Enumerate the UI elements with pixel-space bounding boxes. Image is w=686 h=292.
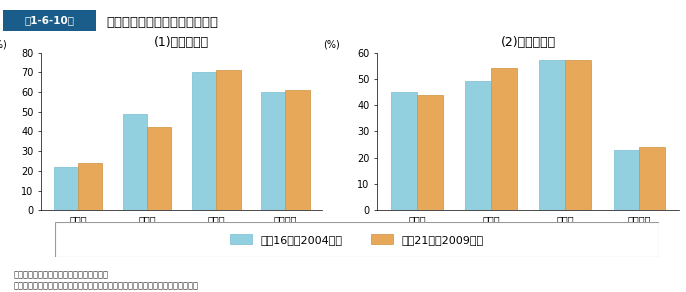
Text: 終業後のクラブ活動や塾の状況: 終業後のクラブ活動や塾の状況 <box>106 16 218 29</box>
Bar <box>391 92 417 210</box>
Bar <box>491 68 517 210</box>
Text: (%): (%) <box>323 39 340 49</box>
Bar <box>54 167 78 210</box>
Bar <box>147 127 172 210</box>
Bar <box>216 70 241 210</box>
Bar <box>639 147 665 210</box>
Bar <box>565 60 591 210</box>
Bar <box>613 150 639 210</box>
Text: （出典）厚生労働省「全国家庭児童調査」: （出典）厚生労働省「全国家庭児童調査」 <box>14 270 108 279</box>
Title: (2)塾や習い事: (2)塾や習い事 <box>501 36 556 48</box>
Bar <box>192 72 216 210</box>
Text: (%): (%) <box>0 39 8 49</box>
Bar <box>539 60 565 210</box>
Legend: 平成16年（2004年）, 平成21年（2009年）: 平成16年（2004年）, 平成21年（2009年） <box>225 230 488 249</box>
Title: (1)クラブ活動: (1)クラブ活動 <box>154 36 209 48</box>
Bar <box>78 163 102 210</box>
Bar <box>417 95 443 210</box>
Bar <box>285 90 309 210</box>
Text: 第1-6-10図: 第1-6-10図 <box>25 15 75 25</box>
Bar <box>261 92 285 210</box>
Bar <box>123 114 147 210</box>
Text: （注）高校生等とは、高校生と、各種学校・専修学校・職業訓練校の生徒の合計。: （注）高校生等とは、高校生と、各種学校・専修学校・職業訓練校の生徒の合計。 <box>14 282 199 291</box>
Bar <box>465 81 491 210</box>
